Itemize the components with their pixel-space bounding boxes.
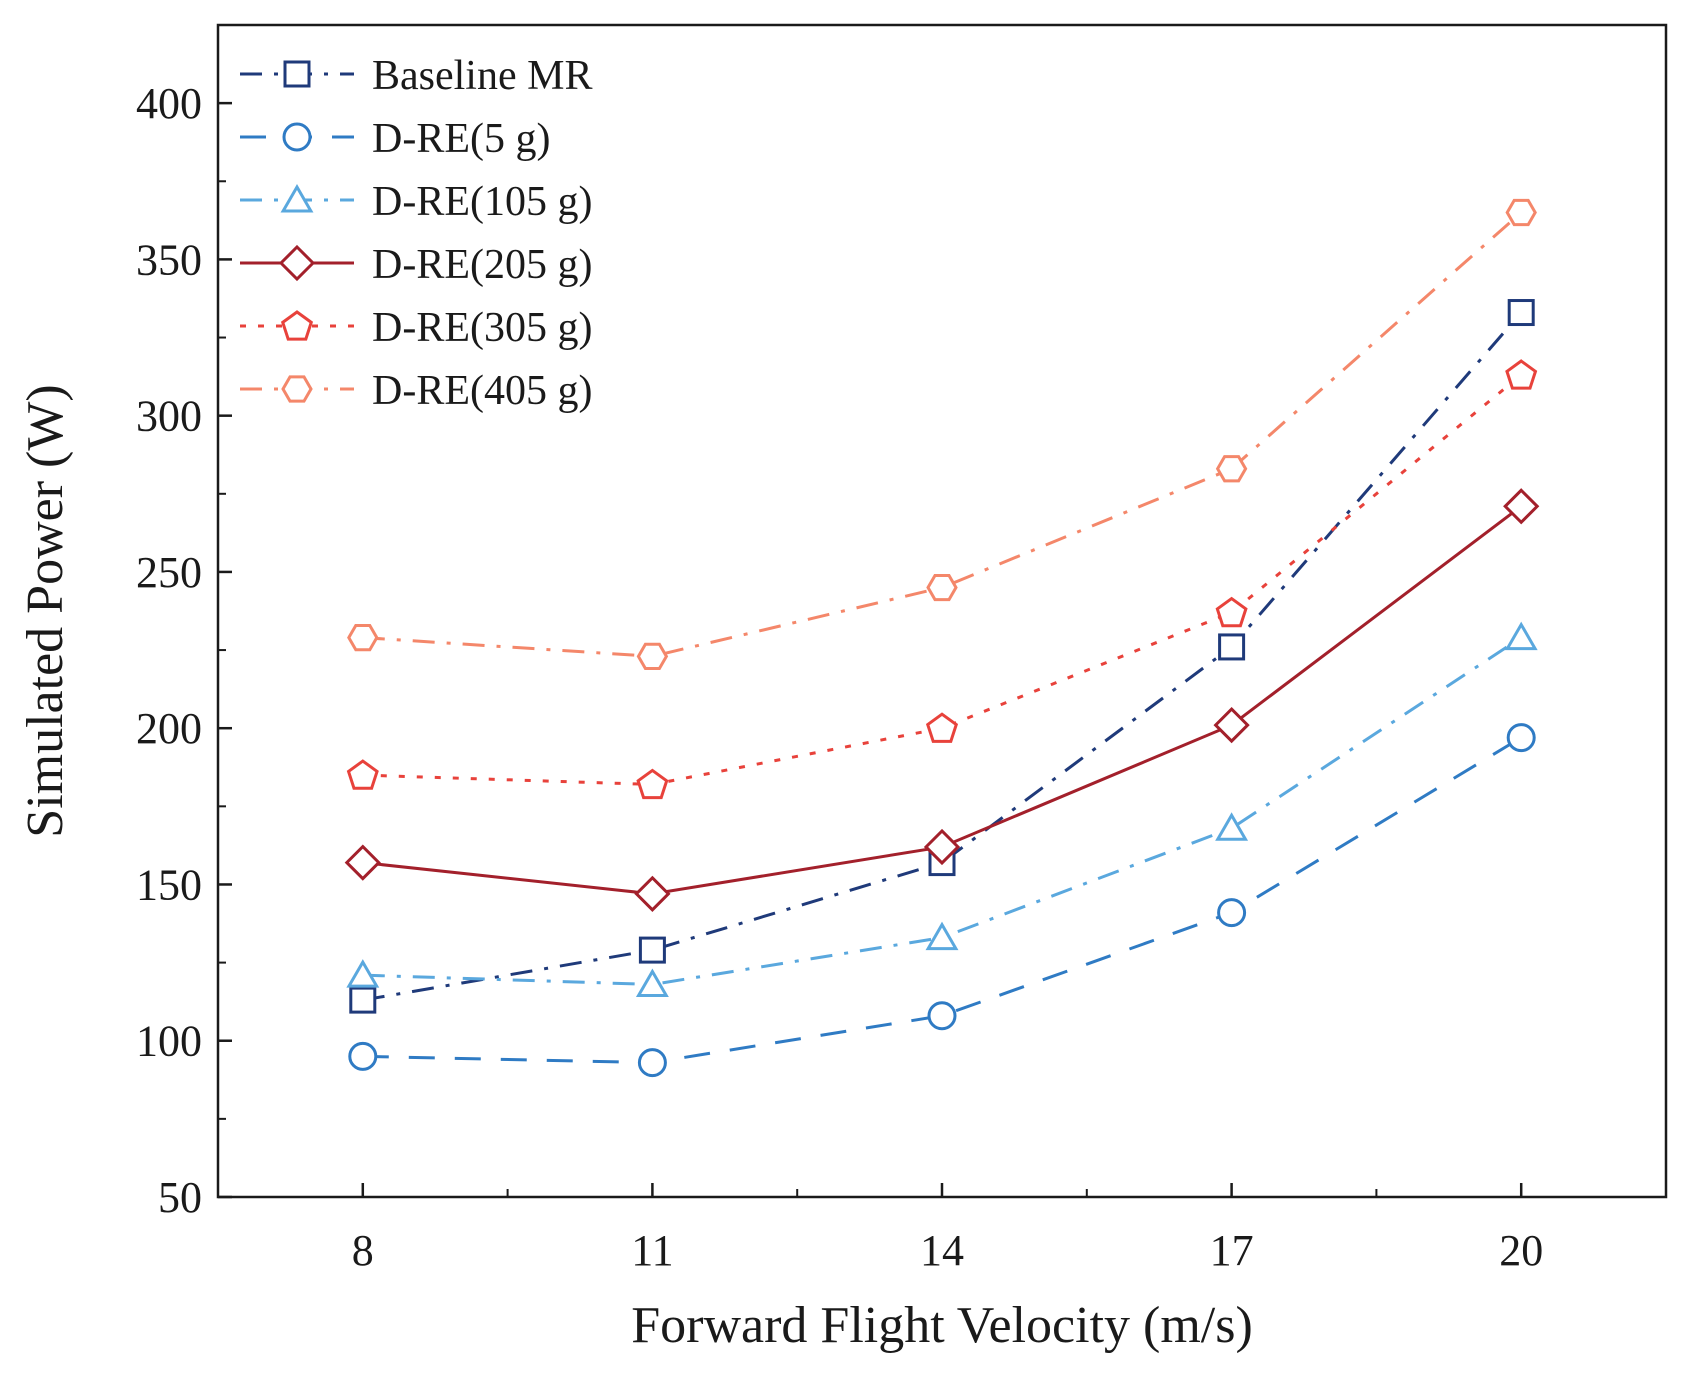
legend-entry: Baseline MR (240, 53, 592, 99)
x-tick-label: 14 (920, 1226, 964, 1275)
data-point-circle-marker (1506, 723, 1536, 753)
data-point-hexagon-marker (1505, 198, 1537, 227)
series-d-re-405-g (347, 198, 1537, 670)
legend-triangle-marker (280, 184, 314, 213)
y-tick-label: 50 (158, 1173, 202, 1222)
legend-circle-marker (282, 122, 312, 152)
y-tick-label: 100 (136, 1017, 202, 1066)
legend-pentagon-marker (280, 310, 314, 341)
legend-label: Baseline MR (372, 53, 592, 99)
legend-label: D-RE(205 g) (372, 242, 592, 288)
series-line (362, 636, 1523, 986)
y-tick-label: 300 (136, 392, 202, 441)
x-tick-label: 20 (1499, 1226, 1543, 1275)
data-point-hexagon-marker (926, 573, 958, 602)
legend-label: D-RE(5 g) (372, 116, 550, 162)
x-tick-label: 8 (352, 1226, 374, 1275)
legend-hexagon-marker (281, 375, 313, 403)
series-line (362, 311, 1523, 1002)
data-point-hexagon-marker (636, 642, 669, 670)
legend-square-marker (283, 60, 311, 88)
data-point-diamond-marker (344, 844, 381, 881)
data-point-square-marker (1507, 299, 1535, 327)
data-point-triangle-marker (346, 959, 380, 988)
data-point-pentagon-marker (925, 712, 959, 743)
series-layer (344, 198, 1540, 1078)
data-point-pentagon-marker (636, 768, 669, 800)
data-point-diamond-marker (1213, 706, 1250, 744)
series-d-re-305-g (346, 359, 1538, 800)
data-point-square-marker (1218, 633, 1246, 661)
data-point-triangle-marker (1215, 812, 1249, 841)
series-d-re-5-g (348, 723, 1536, 1078)
x-tick-label: 11 (631, 1226, 673, 1275)
legend-label: D-RE(405 g) (372, 368, 592, 414)
y-tick-label: 250 (136, 548, 202, 597)
x-axis-title: Forward Flight Velocity (m/s) (631, 1297, 1253, 1354)
data-point-circle-marker (637, 1048, 667, 1078)
data-point-pentagon-marker (1505, 359, 1538, 390)
series-line (362, 736, 1522, 1065)
data-point-circle-marker (348, 1041, 378, 1071)
data-point-hexagon-marker (1215, 455, 1248, 483)
legend-label: D-RE(105 g) (372, 179, 592, 225)
legend: Baseline MR D-RE(5 g) D-RE(105 g) D-RE(205 … (240, 53, 592, 414)
data-point-diamond-marker (923, 828, 961, 866)
legend-entry: D-RE(5 g) (240, 116, 550, 162)
legend-entry: D-RE(205 g) (240, 242, 592, 288)
legend-entry: D-RE(105 g) (240, 179, 592, 225)
data-point-triangle-marker (1504, 621, 1538, 651)
data-point-square-marker (638, 936, 666, 964)
legend-label: D-RE(305 g) (372, 305, 592, 351)
data-point-triangle-marker (925, 921, 959, 951)
data-point-diamond-marker (634, 875, 671, 912)
y-axis-ticks: 50 100 150 200 250 300 350 400 (136, 79, 232, 1222)
data-point-circle-marker (1217, 898, 1247, 928)
x-axis-ticks: 8 11 14 17 20 (352, 1183, 1543, 1275)
data-point-pentagon-marker (346, 759, 379, 790)
legend-entry: D-RE(405 g) (240, 368, 592, 414)
data-point-hexagon-marker (347, 623, 379, 652)
y-tick-label: 400 (136, 79, 202, 128)
data-point-triangle-marker (635, 968, 669, 997)
y-axis-title: Simulated Power (W) (17, 384, 74, 837)
data-point-diamond-marker (1503, 488, 1540, 525)
y-tick-label: 150 (136, 860, 202, 909)
series-d-re-105-g (346, 621, 1538, 997)
x-tick-label: 17 (1210, 1226, 1254, 1275)
legend-diamond-marker (278, 244, 316, 282)
legend-entry: D-RE(305 g) (240, 305, 592, 351)
data-point-pentagon-marker (1215, 596, 1248, 628)
data-point-square-marker (349, 986, 377, 1014)
y-tick-label: 200 (136, 704, 202, 753)
data-point-circle-marker (927, 1001, 957, 1031)
y-tick-label: 350 (136, 235, 202, 284)
series-d-re-205-g (344, 488, 1540, 912)
